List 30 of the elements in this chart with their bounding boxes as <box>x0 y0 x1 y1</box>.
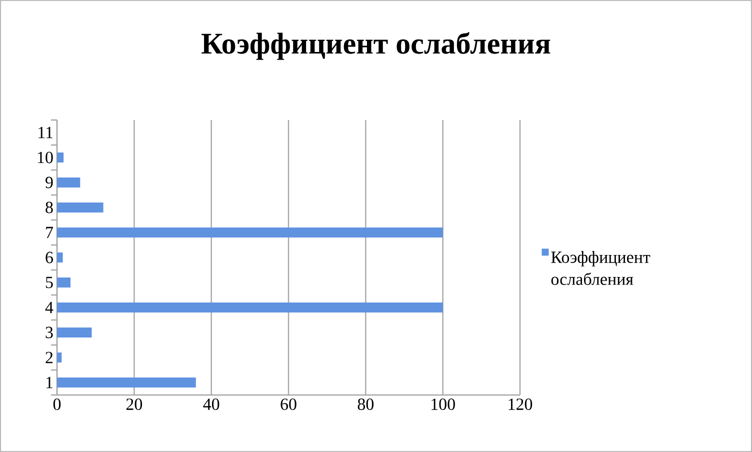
x-tick-label: 40 <box>203 398 220 410</box>
x-tick-label: 80 <box>358 398 374 410</box>
x-tick-label: 120 <box>508 398 532 410</box>
bar <box>57 177 80 188</box>
x-tick-label: 100 <box>432 398 455 410</box>
y-tick-label: 1 <box>46 376 52 388</box>
y-tick-label: 11 <box>38 126 52 138</box>
x-tick-label: 0 <box>53 398 61 410</box>
y-tick-label: 9 <box>46 176 53 188</box>
bar <box>57 377 196 388</box>
x-tick-label: 60 <box>280 398 296 410</box>
bar <box>57 302 443 312</box>
bar <box>57 277 71 288</box>
legend-label: Коэффициент ослабления <box>551 251 650 285</box>
y-tick-label: 3 <box>46 326 53 338</box>
y-tick-label: 4 <box>45 302 54 314</box>
y-tick-label: 5 <box>46 276 53 288</box>
y-tick-label: 2 <box>46 352 53 364</box>
bar <box>57 352 62 362</box>
bar <box>57 152 64 162</box>
y-tick-label: 6 <box>46 252 53 264</box>
y-tick-label: 8 <box>46 202 53 214</box>
y-tick-label: 7 <box>46 226 53 238</box>
y-tick-label: 10 <box>38 152 53 164</box>
bar <box>57 227 443 238</box>
bar <box>57 202 104 212</box>
bar <box>57 327 92 338</box>
x-tick-label: 20 <box>126 398 142 410</box>
chart-title: Коэффициент ослабления <box>202 32 550 60</box>
bar <box>57 252 63 262</box>
